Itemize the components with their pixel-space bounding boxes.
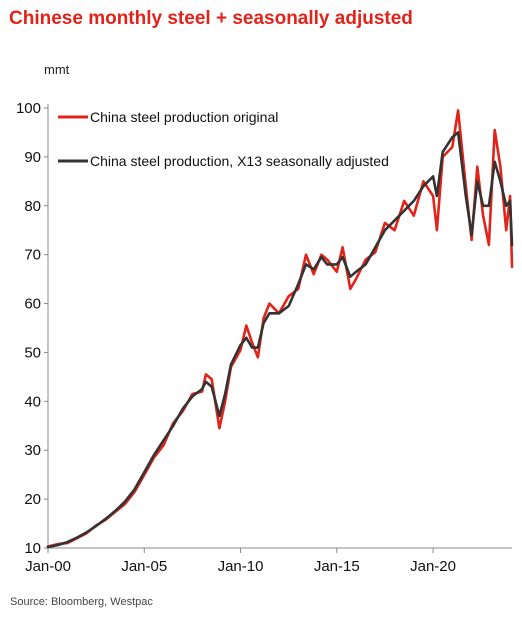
y-tick-label: 10 <box>24 540 41 557</box>
y-axis: 10 20 30 40 50 60 70 80 90 100 <box>16 100 49 557</box>
x-axis: Jan-00 Jan-05 Jan-10 Jan-15 Jan-20 <box>25 547 512 575</box>
y-tick-label: 30 <box>24 442 41 459</box>
y-tick-label: 90 <box>24 149 41 166</box>
y-tick-label: 80 <box>24 198 41 215</box>
y-tick-label: 40 <box>24 393 41 410</box>
y-tick-label: 20 <box>24 491 41 508</box>
x-tick-label: Jan-15 <box>314 558 360 575</box>
x-tick-label: Jan-00 <box>25 558 71 575</box>
series-line-seasonally-adjusted <box>46 131 514 549</box>
y-tick-label: 70 <box>24 247 41 264</box>
y-tick-label: 50 <box>24 344 41 361</box>
series-line-original <box>46 109 514 548</box>
series-layer <box>46 109 514 549</box>
y-axis-unit-label: mmt <box>44 62 70 77</box>
chart-title: Chinese monthly steel + seasonally adjus… <box>9 8 413 29</box>
legend-label: China steel production original <box>90 109 278 125</box>
x-tick-label: Jan-10 <box>218 558 264 575</box>
x-tick-label: Jan-05 <box>121 558 167 575</box>
legend: China steel production original China ste… <box>58 109 389 169</box>
x-tick-label: Jan-20 <box>410 558 456 575</box>
source-note: Source: Bloomberg, Westpac <box>10 596 153 608</box>
y-tick-label: 60 <box>24 296 41 313</box>
legend-label: China steel production, X13 seasonally a… <box>90 153 389 169</box>
y-tick-label: 100 <box>16 100 41 117</box>
